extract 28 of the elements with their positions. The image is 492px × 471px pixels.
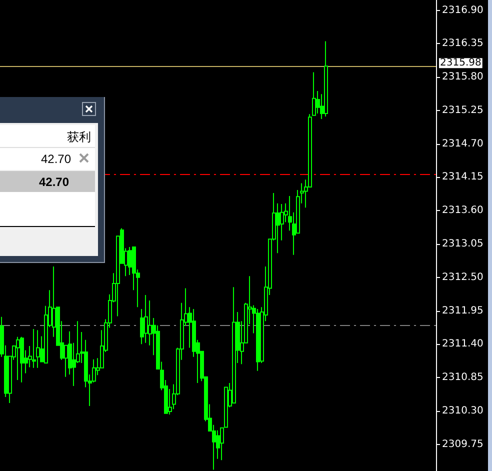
annotation: 42.70 (40, 152, 71, 166)
candlestick (256, 308, 260, 372)
candlestick (20, 336, 24, 383)
candlestick (32, 328, 36, 368)
y-tick-label: 2313.05 (442, 238, 484, 250)
y-tick-label: 2311.40 (442, 338, 484, 350)
candlestick (36, 330, 40, 368)
ref-line-label: 2315.98 (440, 58, 482, 69)
y-tick-label: 2314.70 (442, 138, 484, 150)
candlestick (16, 336, 20, 380)
y-tick-label: 2314.15 (442, 172, 484, 183)
y-tick-label: 2315.25 (442, 104, 484, 116)
dialog-panel: 获利 42.70 42.70 (0, 97, 105, 263)
y-tick-label: 2315.80 (442, 72, 484, 83)
candlestick (232, 286, 236, 404)
y-tick-label: 2311.95 (442, 305, 484, 316)
candlestick (324, 40, 328, 118)
candlestick (144, 294, 148, 344)
annotation: 42.70 (38, 175, 69, 189)
y-tick-label: 2310.85 (442, 372, 484, 384)
candlestick (312, 72, 316, 116)
y-tick-label: 2316.35 (442, 38, 484, 50)
annotation: 获利 (67, 129, 91, 146)
y-tick-label: 2310.30 (442, 405, 484, 416)
y-tick-label: 2309.75 (442, 438, 484, 450)
y-tick-label: 2312.50 (442, 272, 484, 283)
y-tick-label: 2313.60 (442, 205, 484, 216)
y-tick-label: 2316.90 (442, 4, 484, 16)
